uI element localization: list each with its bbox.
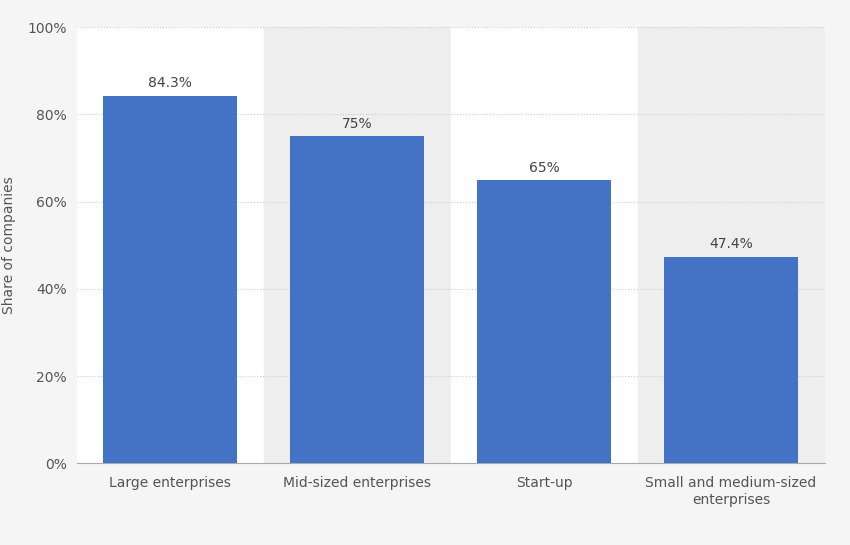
Y-axis label: Share of companies: Share of companies — [3, 177, 16, 314]
Bar — [450, 27, 638, 463]
Bar — [264, 27, 450, 463]
Bar — [477, 180, 611, 463]
Bar — [103, 96, 237, 463]
Text: 75%: 75% — [342, 117, 372, 131]
Text: 65%: 65% — [529, 161, 559, 174]
Text: 84.3%: 84.3% — [148, 76, 192, 90]
Bar — [290, 136, 424, 463]
Bar — [638, 27, 824, 463]
Bar — [76, 27, 264, 463]
Bar — [664, 257, 798, 463]
Text: 47.4%: 47.4% — [709, 238, 753, 251]
